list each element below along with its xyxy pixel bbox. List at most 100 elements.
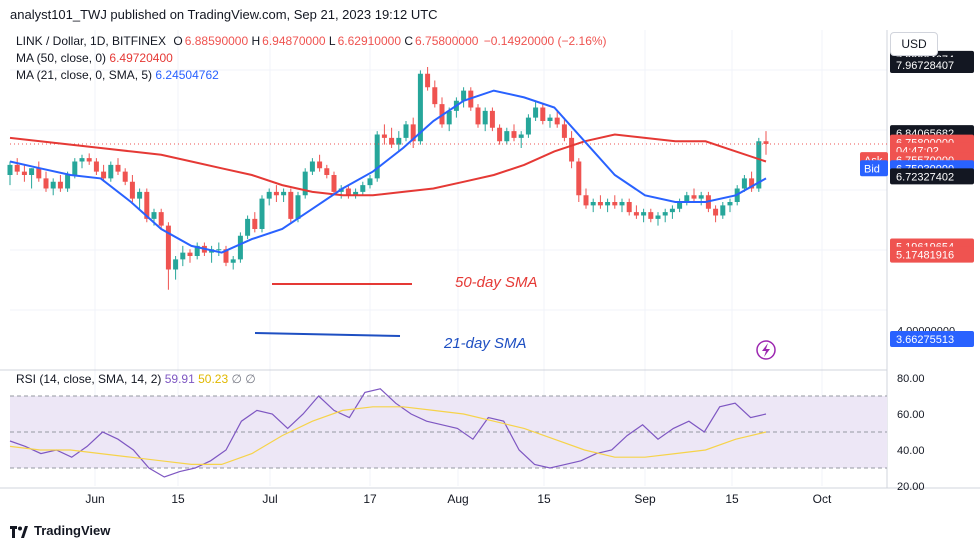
bid-tag: Bid (864, 163, 880, 175)
candle-body (245, 218, 251, 236)
time-tick-label: Jun (85, 492, 104, 506)
candle-body (381, 134, 387, 138)
candle-body (165, 225, 171, 270)
candle-body (288, 191, 294, 219)
candle-body (237, 235, 243, 260)
candle-body (317, 161, 323, 169)
time-tick-label: 15 (725, 492, 739, 506)
candle-body (698, 195, 704, 199)
candle-body (482, 110, 488, 125)
candle-body (504, 131, 510, 142)
candle-body (417, 73, 423, 142)
candle-body (29, 168, 35, 175)
rsi-tick-label: 80.00 (897, 373, 925, 385)
candle-body (7, 164, 13, 175)
candle-body (345, 188, 351, 196)
candle-body (511, 131, 517, 138)
candle-body (86, 158, 92, 162)
candle-body (360, 185, 366, 192)
candle-body (281, 191, 287, 196)
legend-ma21-value: 6.24504762 (155, 68, 219, 82)
candle-body (43, 178, 49, 189)
candle-body (403, 124, 409, 138)
candle-body (65, 175, 71, 189)
legend-ma21: MA (21, close, 0, SMA, 5) 6.24504762 (16, 68, 219, 82)
rsi-line (9, 388, 767, 478)
candle-body (691, 195, 697, 199)
time-tick-label: 17 (363, 492, 377, 506)
candle-body (475, 107, 481, 125)
candle-body (554, 117, 560, 125)
candle-body (749, 178, 755, 189)
legend-change: −0.14920000 (−2.16%) (483, 34, 607, 48)
candle-body (14, 164, 20, 172)
publish-info: analyst101_TWJ published on TradingView.… (10, 7, 438, 22)
candle-body (655, 215, 661, 219)
price-label-ma21-bg (890, 331, 974, 348)
candle-body (741, 178, 747, 189)
lightning-icon (756, 340, 776, 360)
price-chart[interactable]: 50-day SMA 21-day SMA 80.00 60.00 40.00 20.0… (0, 30, 980, 522)
candle-body (187, 252, 193, 256)
candle-body (633, 212, 639, 216)
candle-body (619, 202, 625, 206)
candle-body (266, 191, 272, 199)
legend-o-label: O (173, 34, 183, 48)
moving-averages (9, 89, 767, 254)
candle-body (122, 171, 128, 182)
candle-body (137, 191, 143, 199)
legend-ma50-label: MA (50, close, 0) (16, 51, 107, 65)
legend-close: 6.75800000 (415, 34, 479, 48)
candle-body (396, 137, 402, 145)
currency-button[interactable]: USD (890, 32, 938, 56)
sma50-annotation: 50-day SMA (455, 274, 538, 291)
candle-body (763, 141, 769, 144)
candle-body (389, 137, 395, 145)
lightning-icon-bolt (762, 343, 770, 357)
legend-rsi-value: 59.91 (164, 372, 195, 386)
legend-symbol: LINK / Dollar, 1D, BITFINEX (16, 34, 167, 48)
candle-body (309, 161, 315, 172)
candle-body (446, 110, 452, 125)
legend-ma21-label: MA (21, close, 0, SMA, 5) (16, 68, 153, 82)
time-tick-label: Aug (447, 492, 468, 506)
candle-body (569, 137, 575, 162)
candle-body (662, 212, 668, 216)
legend-ma50-value: 6.49720400 (109, 51, 173, 65)
candle-body (720, 205, 726, 216)
candle-body (626, 202, 632, 213)
tradingview-brand: TradingView (34, 523, 111, 538)
candle-body (50, 181, 56, 189)
price-label-high-2: 7.96728407 (896, 60, 954, 72)
candle-body (57, 181, 63, 189)
price-label-ma21: 3.66275513 (896, 334, 954, 346)
candle-body (612, 202, 618, 206)
candle-body (525, 117, 531, 135)
candle-body (432, 87, 438, 105)
candle-body (461, 90, 467, 101)
ma50-line (9, 133, 767, 197)
publish-header: analyst101_TWJ published on TradingView.… (0, 0, 980, 30)
price-label-ma50-b: 5.17481916 (896, 250, 954, 262)
candle-body (374, 134, 380, 179)
candles (7, 67, 887, 290)
rsi-pane (9, 388, 887, 478)
rsi-sma-line (9, 406, 767, 465)
legend-high: 6.94870000 (262, 34, 326, 48)
rsi-tick-label: 60.00 (897, 409, 925, 421)
candle-body (410, 124, 416, 142)
candle-body (194, 245, 200, 256)
price-label-ma50-b-bg (890, 246, 974, 263)
candle-body (151, 212, 157, 219)
candle-body (641, 212, 647, 216)
candle-body (259, 198, 265, 229)
price-axis: 80.0060.0040.0020.004.000000007.99904674… (860, 50, 974, 493)
legend-c-label: C (404, 34, 414, 48)
candle-body (353, 191, 359, 196)
price-label-high-2-bg (890, 56, 974, 73)
candle-body (497, 127, 503, 142)
ma21-line (9, 89, 767, 254)
candle-body (158, 212, 164, 226)
candle-body (727, 202, 733, 206)
candle-body (223, 249, 229, 263)
